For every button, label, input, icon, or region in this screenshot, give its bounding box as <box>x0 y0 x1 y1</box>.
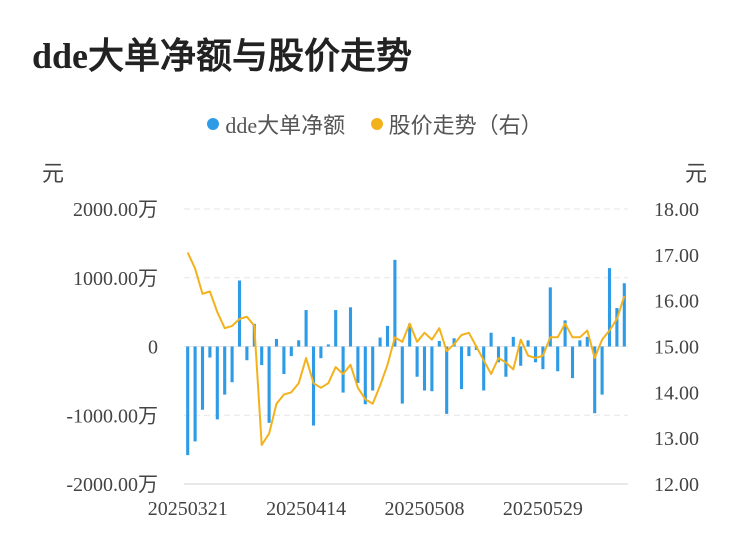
x-tick-label: 20250414 <box>266 498 346 520</box>
dde-bar <box>400 346 404 404</box>
dde-bar <box>319 346 323 359</box>
legend-item-price[interactable]: 股价走势（右） <box>370 108 543 140</box>
dde-bar <box>230 346 234 383</box>
y-left-tick-label: -1000.00万 <box>66 405 158 427</box>
dde-bar <box>193 346 197 442</box>
dde-bar <box>482 346 486 391</box>
dde-bar <box>260 346 264 366</box>
dde-bar <box>548 287 552 347</box>
y-right-tick-label: 15.00 <box>654 337 699 359</box>
dde-bar <box>437 341 441 347</box>
dde-bar <box>378 337 382 347</box>
right-axis-unit: 元 <box>685 161 708 186</box>
dde-bar <box>585 336 589 347</box>
dde-bar <box>237 280 242 347</box>
dde-bar <box>371 346 375 391</box>
y-left-tick-label: 1000.00万 <box>73 268 158 290</box>
page-title: dde大单净额与股价走势 <box>32 36 413 76</box>
dde-bar <box>245 346 249 361</box>
dde-bar <box>430 346 434 392</box>
legend-dot-icon <box>370 118 383 130</box>
y-left-tick-label: 2000.00万 <box>73 199 158 221</box>
dde-bar <box>445 346 449 414</box>
dde-bar <box>607 268 612 347</box>
dde-bar <box>578 340 582 347</box>
dde-bar <box>541 346 545 370</box>
dde-bar <box>200 346 205 410</box>
dde-bar <box>511 336 515 347</box>
dde-bar <box>297 340 301 347</box>
legend-dot-icon <box>207 118 220 130</box>
dde-bar <box>408 323 412 347</box>
dde-bar <box>356 346 360 383</box>
dde-bar <box>600 346 604 395</box>
dde-bar <box>452 338 456 347</box>
dde-bar <box>282 346 286 374</box>
left-axis-unit: 元 <box>42 161 65 186</box>
dde-bar <box>311 346 316 426</box>
y-right-tick-label: 16.00 <box>654 291 699 313</box>
y-right-tick-label: 14.00 <box>654 382 699 404</box>
dde-bar <box>593 346 597 414</box>
dde-bar <box>385 325 390 347</box>
dde-bar <box>348 307 353 347</box>
y-left-tick-label: 0 <box>148 337 158 359</box>
dde-bar <box>570 346 575 379</box>
dde-bar <box>223 346 227 395</box>
dde-bar <box>304 310 308 347</box>
dde-bar <box>615 308 619 347</box>
x-tick-label: 20250508 <box>385 498 465 520</box>
dde-bar <box>526 340 530 347</box>
dde-bar <box>363 346 367 405</box>
legend-label-price: 股价走势（右） <box>388 113 543 138</box>
y-right-tick-label: 18.00 <box>654 199 699 221</box>
chart-legend: dde大单净额 股价走势（右） <box>0 108 750 140</box>
dde-bar <box>326 344 330 347</box>
dde-bar <box>334 310 338 347</box>
y-right-tick-label: 17.00 <box>654 245 699 267</box>
dde-bar <box>215 346 219 420</box>
dde-bar <box>422 346 427 391</box>
dde-bar <box>267 346 271 423</box>
dde-bar <box>341 346 345 393</box>
dde-bar <box>496 346 501 363</box>
legend-label-dde: dde大单净额 <box>225 113 346 138</box>
dde-bar <box>489 332 493 347</box>
dde-bar <box>563 320 567 347</box>
dde-bar <box>519 346 523 366</box>
x-tick-label: 20250529 <box>503 498 583 520</box>
dde-bar <box>556 346 560 372</box>
dde-bar <box>186 346 190 456</box>
dde-bar <box>415 346 419 377</box>
dde-bar <box>533 346 538 363</box>
y-right-tick-label: 13.00 <box>654 428 699 450</box>
dde-bar <box>622 283 626 347</box>
dde-bar <box>459 346 464 390</box>
y-left-tick-label: -2000.00万 <box>66 474 158 496</box>
price-line <box>186 252 626 446</box>
y-right-tick-label: 12.00 <box>654 474 699 496</box>
dde-bar <box>274 338 279 347</box>
dde-bar <box>467 346 471 357</box>
x-tick-label: 20250321 <box>148 498 228 520</box>
legend-item-dde[interactable]: dde大单净额 <box>207 108 345 140</box>
dde-bar <box>208 346 212 358</box>
dde-bar <box>393 259 397 347</box>
dde-bar <box>289 346 293 357</box>
